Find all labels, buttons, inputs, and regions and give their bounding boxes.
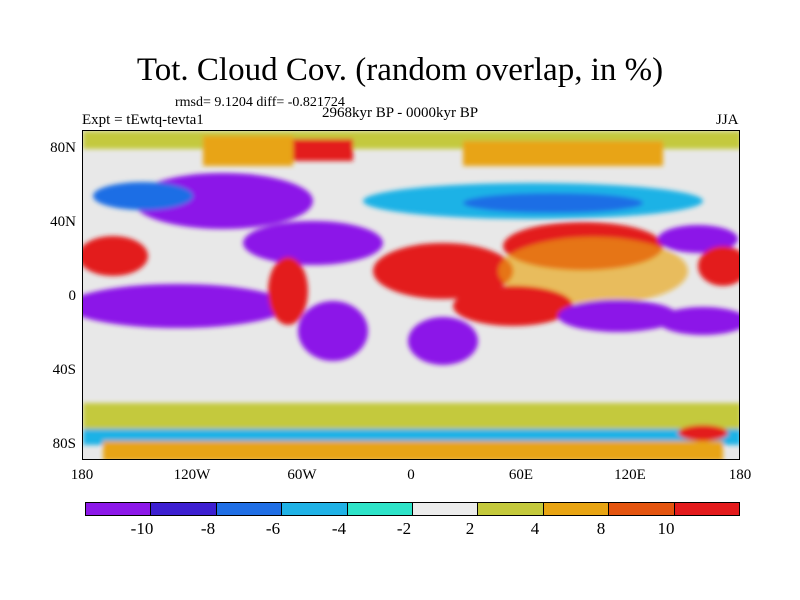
field-n-pacific-blue <box>93 182 193 210</box>
field-eurasia-blue <box>463 193 643 213</box>
lat-label-80n: 80N <box>50 140 76 156</box>
field-indian-ocean-purple <box>558 300 678 332</box>
field-arctic-red <box>293 139 353 161</box>
field-indian-ocean-red <box>453 286 573 326</box>
lat-label-0: 0 <box>68 288 77 304</box>
colorbar-box <box>86 503 152 515</box>
colorbar-box <box>543 503 610 515</box>
colorbar-label: -10 <box>130 519 154 538</box>
lon-label-120w: 120W <box>173 467 211 483</box>
plot-title: Tot. Cloud Cov. (random overlap, in %) <box>136 52 664 88</box>
colorbar-box <box>478 503 544 515</box>
field-e-pacific-red <box>698 246 739 286</box>
colorbar-label: -4 <box>331 519 347 538</box>
lon-label-120e: 120E <box>614 467 646 483</box>
colorbar-box <box>413 503 479 515</box>
colorbar-label: -8 <box>200 519 216 538</box>
period-label: 2968kyr BP - 0000kyr BP <box>322 105 479 121</box>
field-s-america-red <box>268 257 308 325</box>
colorbar-box <box>609 503 675 515</box>
colorbar-label: -6 <box>265 519 281 538</box>
lon-label-180w: 180 <box>70 467 94 483</box>
field-antarctic-yellow <box>83 403 739 433</box>
field-s-atlantic-purple <box>298 301 368 361</box>
field-antarctic-orange <box>103 441 723 459</box>
map-plot-area <box>82 130 740 460</box>
season-label: JJA <box>716 112 739 128</box>
field-antarctic-red <box>678 425 728 441</box>
field-asia-orange <box>498 237 688 305</box>
anomaly-field <box>83 131 739 459</box>
lat-label-80s: 80S <box>52 436 76 452</box>
field-w-pacific-purple <box>658 225 738 253</box>
colorbar-box <box>347 503 414 515</box>
lat-label-40n: 40N <box>50 214 76 230</box>
field-pacific-red <box>83 236 148 276</box>
stats-line: rmsd= 9.1204 diff= -0.821724 <box>175 95 345 110</box>
colorbar-label: -2 <box>396 519 412 538</box>
lon-label-180e: 180 <box>728 467 752 483</box>
experiment-label: Expt = tEwtq-tevta1 <box>82 112 204 128</box>
field-sahara-red <box>373 243 513 299</box>
colorbar-label: 4 <box>530 519 540 538</box>
field-e-pacific-purple <box>83 284 288 328</box>
colorbar <box>85 502 740 516</box>
colorbar-box <box>282 503 348 515</box>
field-arctic-orange <box>203 136 293 166</box>
colorbar-box <box>216 503 283 515</box>
colorbar-label: 10 <box>657 519 675 538</box>
lat-label-40s: 40S <box>52 362 76 378</box>
field-siberia-orange <box>463 141 663 166</box>
lon-label-0: 0 <box>407 467 415 483</box>
lon-label-60w: 60W <box>287 467 317 483</box>
colorbar-box <box>674 503 740 515</box>
colorbar-box <box>151 503 217 515</box>
lon-label-60e: 60E <box>508 467 534 483</box>
colorbar-label: 2 <box>465 519 475 538</box>
field-w-pacific-purple-2 <box>658 307 739 335</box>
field-s-africa-purple <box>408 317 478 365</box>
colorbar-label: 8 <box>596 519 606 538</box>
field-atlantic-purple <box>243 221 383 265</box>
